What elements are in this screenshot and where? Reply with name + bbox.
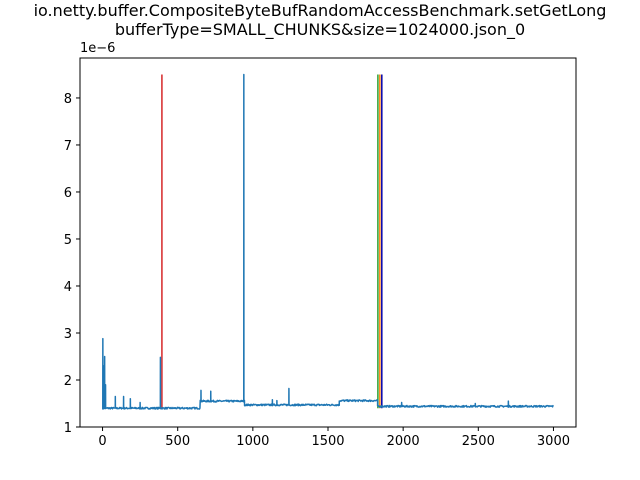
y-axis: 1 2 3 4 5 6 7 8 bbox=[64, 92, 80, 436]
y-tick-label: 4 bbox=[64, 280, 72, 295]
y-tick-label: 8 bbox=[64, 92, 72, 107]
series-group bbox=[102, 73, 554, 410]
y-tick-label: 7 bbox=[64, 139, 72, 154]
x-tick-label: 2500 bbox=[462, 434, 495, 449]
chart-title-line-2: bufferType=SMALL_CHUNKS&size=1024000.jso… bbox=[114, 20, 526, 39]
series-line bbox=[102, 73, 554, 410]
x-tick-label: 3000 bbox=[537, 434, 570, 449]
plot-area bbox=[80, 58, 576, 427]
x-tick-label: 1500 bbox=[311, 434, 344, 449]
y-tick-label: 2 bbox=[64, 374, 72, 389]
x-tick-label: 0 bbox=[98, 434, 106, 449]
y-axis-offset-label: 1e−6 bbox=[80, 41, 115, 56]
y-tick-label: 5 bbox=[64, 233, 72, 248]
chart-title-line-1: io.netty.buffer.CompositeByteBufRandomAc… bbox=[33, 1, 607, 20]
x-axis: 0 500 1000 1500 2000 2500 3000 bbox=[98, 427, 570, 449]
y-tick-label: 6 bbox=[64, 186, 72, 201]
x-tick-label: 500 bbox=[165, 434, 190, 449]
vertical-markers bbox=[161, 74, 383, 409]
y-tick-label: 3 bbox=[64, 327, 72, 342]
x-tick-label: 1000 bbox=[236, 434, 269, 449]
x-tick-label: 2000 bbox=[387, 434, 420, 449]
y-tick-label: 1 bbox=[64, 421, 72, 436]
